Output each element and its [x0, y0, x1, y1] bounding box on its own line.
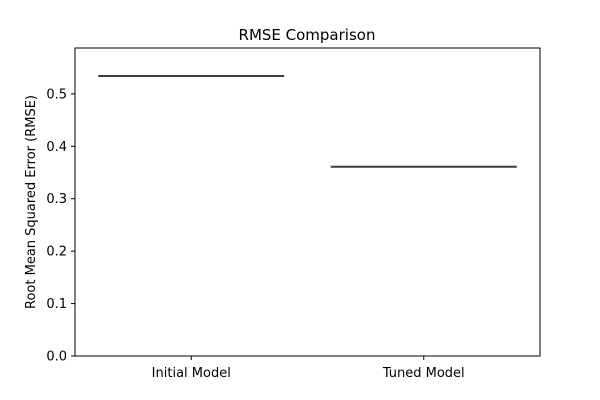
y-tick-label: 0.2	[46, 245, 67, 260]
chart-title: RMSE Comparison	[239, 26, 376, 44]
y-axis-label: Root Mean Squared Error (RMSE)	[24, 95, 39, 309]
x-tick-label: Initial Model	[152, 366, 231, 381]
y-tick-label: 0.1	[46, 297, 67, 312]
plot-frame	[74, 47, 541, 357]
box-series	[98, 75, 517, 168]
y-tick-label: 0.3	[46, 192, 67, 207]
y-axis-ticks: 0.0 0.1 0.2 0.3 0.4 0.5	[46, 87, 75, 365]
y-tick-label: 0.0	[46, 350, 67, 365]
y-tick-label: 0.4	[46, 140, 67, 155]
x-tick-label: Tuned Model	[382, 366, 465, 381]
x-axis-ticks: Initial Model Tuned Model	[152, 356, 465, 381]
y-tick-label: 0.5	[46, 87, 67, 102]
